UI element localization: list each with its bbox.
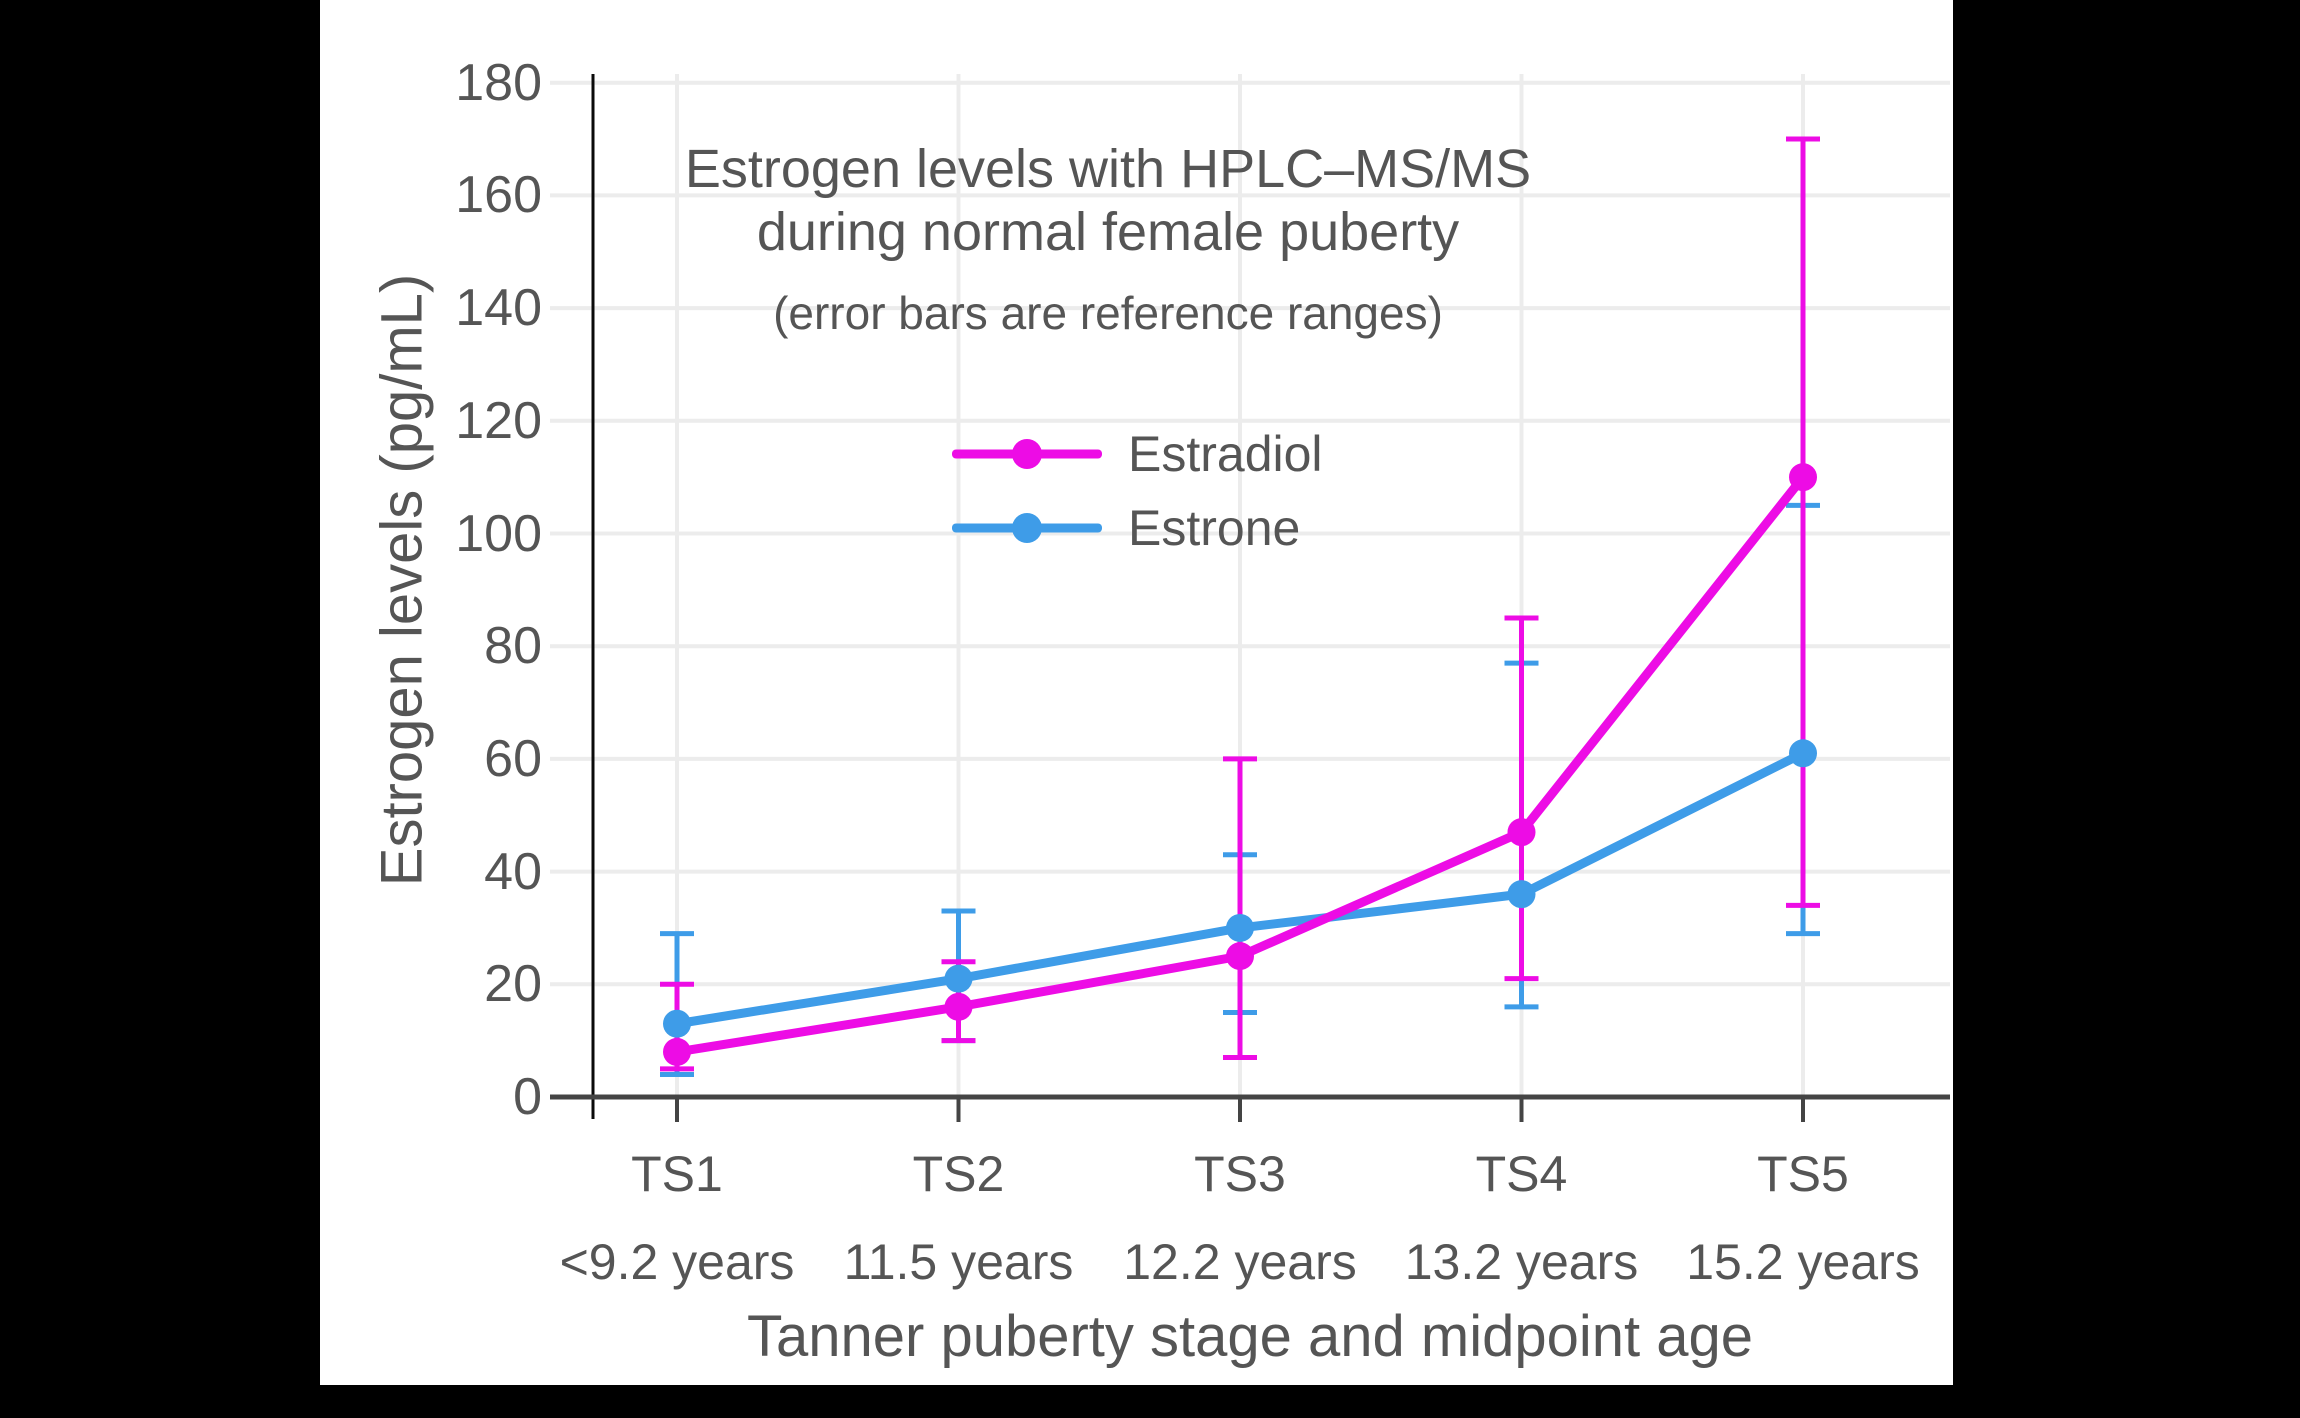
x-age-label: 13.2 years: [1404, 1234, 1639, 1290]
y-tick-label: 180: [455, 53, 542, 112]
chart-panel: Estrogen levels with HPLC–MS/MS during n…: [320, 0, 1953, 1385]
x-age-label: <9.2 years: [559, 1234, 795, 1290]
legend-label: Estrone: [1128, 500, 1301, 556]
y-tick-label: 160: [455, 166, 542, 225]
data-point-estradiol-ts1: [663, 1037, 691, 1066]
y-tick-label: 100: [455, 504, 542, 563]
x-stage-label: TS3: [1194, 1146, 1286, 1202]
legend-dot: [1012, 513, 1042, 543]
legend-row-estrone[interactable]: Estrone: [952, 498, 1323, 558]
y-tick-label: 20: [484, 955, 542, 1014]
legend-label: Estradiol: [1128, 426, 1323, 482]
x-stage-label: TS1: [631, 1146, 723, 1202]
data-point-estrone-ts5: [1789, 739, 1817, 768]
data-point-estradiol-ts3: [1226, 942, 1254, 971]
chart-subtitle: (error bars are reference ranges): [773, 287, 1443, 339]
data-point-estradiol-ts4: [1507, 818, 1536, 847]
x-stage-label: TS2: [912, 1146, 1005, 1202]
legend-swatch-icon: [952, 424, 1102, 484]
chart-title-line2: during normal female puberty: [756, 202, 1460, 262]
x-age-label: 15.2 years: [1686, 1234, 1920, 1290]
y-tick-label: 0: [513, 1068, 542, 1126]
data-point-estrone-ts1: [663, 1009, 691, 1038]
legend-swatch-icon: [952, 498, 1102, 558]
x-age-label: 12.2 years: [1123, 1234, 1357, 1290]
y-tick-label: 80: [484, 617, 542, 676]
y-tick-label: 120: [455, 391, 542, 450]
data-point-estrone-ts2: [944, 964, 973, 993]
chart-title: Estrogen levels with HPLC–MS/MS during n…: [685, 138, 1531, 264]
x-axis-title: Tanner puberty stage and midpoint age: [746, 1304, 1754, 1369]
data-point-estradiol-ts5: [1789, 463, 1817, 492]
x-age-label: 11.5 years: [843, 1234, 1074, 1290]
x-stage-label: TS5: [1757, 1146, 1849, 1202]
y-tick-label: 140: [455, 279, 542, 338]
y-tick-label: 40: [484, 842, 542, 901]
y-tick-label: 60: [484, 729, 542, 788]
data-point-estrone-ts4: [1507, 880, 1536, 909]
x-stage-label: TS4: [1475, 1146, 1568, 1202]
y-axis-title: Estrogen levels (pg/mL): [369, 273, 435, 887]
data-point-estradiol-ts2: [944, 992, 973, 1021]
chart-svg: [550, 74, 1950, 1122]
chart-title-line1: Estrogen levels with HPLC–MS/MS: [684, 139, 1532, 199]
legend-row-estradiol[interactable]: Estradiol: [952, 424, 1323, 484]
legend: Estradiol Estrone: [952, 424, 1323, 558]
legend-dot: [1012, 439, 1042, 469]
data-point-estrone-ts3: [1226, 913, 1254, 942]
